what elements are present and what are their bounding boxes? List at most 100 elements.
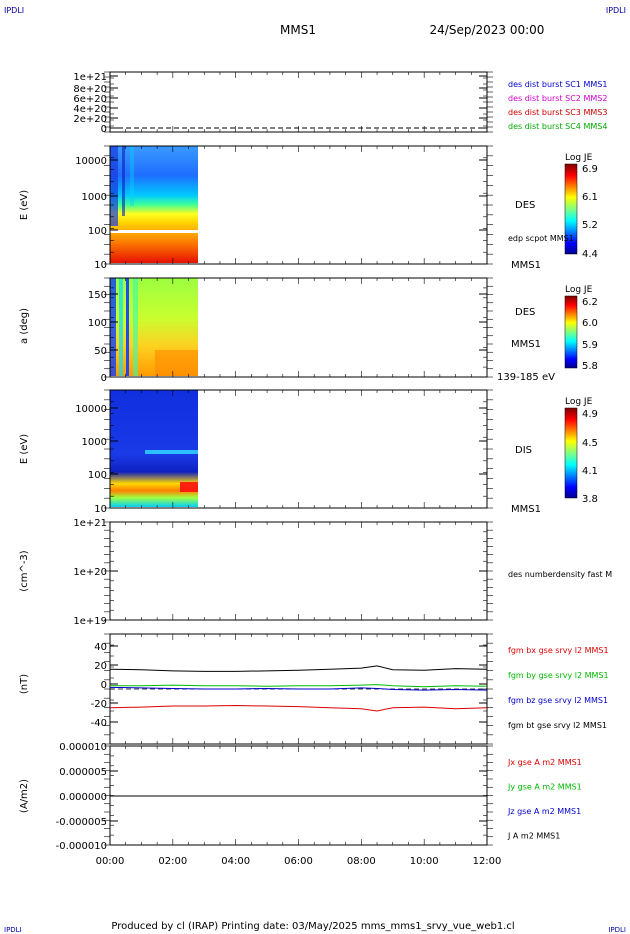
x-tick-label: 00:00 <box>96 856 125 867</box>
y-tick-label: 1000 <box>82 437 107 448</box>
dis-energy-spectrogram <box>110 390 198 507</box>
y-tick-label: 100 <box>88 226 107 237</box>
y-tick-label: 100 <box>88 318 107 329</box>
y-tick-label: 0 <box>101 680 107 691</box>
spacecraft-title: MMS1 <box>280 23 316 37</box>
y-tick-label: 10 <box>94 260 107 271</box>
series-line <box>110 684 487 688</box>
y-tick-label: 1000 <box>82 192 107 203</box>
colorbar-tick-label: 6.0 <box>582 318 598 329</box>
legend-entry: des dist burst SC1 MMS1 <box>508 80 607 89</box>
colorbar-tick-label: 4.4 <box>582 249 598 260</box>
y-tick-label: 0 <box>101 124 107 135</box>
des-pitch-spectrogram <box>110 278 198 376</box>
colorbar-dis-energy: Log JE <box>564 397 593 499</box>
y-tick-label: 10000 <box>75 404 107 415</box>
y-tick-label: 4e+20 <box>73 104 107 115</box>
y-tick-label: -0.000005 <box>56 817 107 828</box>
colorbar-title: Log JE <box>565 153 593 163</box>
corner-label-bottom-left: IPDLI <box>4 926 22 934</box>
y-axis-label: a (deg) <box>19 308 30 344</box>
legend-entry: fgm by gse srvy l2 MMS1 <box>508 671 609 680</box>
y-tick-label: 20 <box>94 661 107 672</box>
legend-entry: fgm bt gse srvy l2 MMS1 <box>508 721 607 730</box>
y-tick-label: -20 <box>91 699 107 710</box>
x-tick-label: 06:00 <box>284 856 313 867</box>
y-tick-label: 8e+20 <box>73 84 107 95</box>
y-tick-label: 0.000000 <box>59 792 107 803</box>
series-line <box>110 686 487 691</box>
y-tick-label: 2e+20 <box>73 114 107 125</box>
date-title: 24/Sep/2023 00:00 <box>430 23 545 37</box>
colorbar-tick-label: 5.8 <box>582 361 598 372</box>
corner-label-top-right: IPDLI <box>606 6 626 15</box>
legend-entry: fgm bx gse srvy l2 MMS1 <box>508 646 609 655</box>
y-tick-label: 40 <box>94 642 107 653</box>
panel-label-sub: MMS1 <box>511 260 541 271</box>
legend-entry: des numberdensity fast M <box>508 570 612 579</box>
y-tick-label: 0 <box>101 373 107 384</box>
y-tick-label: 150 <box>88 290 107 301</box>
y-tick-label: 50 <box>94 346 107 357</box>
colorbar-des-pitch: Log JE <box>564 285 593 369</box>
y-tick-label: 100 <box>88 470 107 481</box>
series-line <box>110 704 487 712</box>
legend-entry: J A m2 MMS1 <box>507 832 560 841</box>
y-tick-label: 6e+20 <box>73 94 107 105</box>
y-axis-label: E (eV) <box>19 190 30 220</box>
colorbar-tick-label: 6.9 <box>582 164 598 175</box>
colorbar-tick-label: 4.5 <box>582 438 598 449</box>
legend-entry: des dist burst SC3 MMS3 <box>508 108 607 117</box>
y-tick-label: 1e+21 <box>73 518 107 529</box>
panel-label-sub: MMS1 <box>511 504 541 515</box>
legend-entry: Jy gse A m2 MMS1 <box>507 783 582 792</box>
colorbar-des-energy: Log JE <box>564 153 593 255</box>
corner-label-top-left: IPDLI <box>4 6 24 15</box>
des-energy-spectrogram <box>110 146 198 263</box>
colorbar-tick-label: 5.9 <box>582 340 598 351</box>
y-tick-label: -40 <box>91 718 107 729</box>
x-tick-label: 10:00 <box>410 856 439 867</box>
panel-label-label: DIS <box>515 445 532 456</box>
colorbar-tick-label: 6.2 <box>582 297 598 308</box>
colorbar-tick-label: 6.1 <box>582 192 598 203</box>
x-tick-label: 12:00 <box>473 856 502 867</box>
y-tick-label: 0.000005 <box>59 767 107 778</box>
colorbar-title: Log JE <box>565 397 593 407</box>
colorbar-tick-label: 4.1 <box>582 466 598 477</box>
panel-label-label: DES <box>515 200 535 211</box>
legend-entry: Jz gse A m2 MMS1 <box>507 807 581 816</box>
legend-entry: Jx gse A m2 MMS1 <box>507 758 582 767</box>
y-axis-label: (cm^-3) <box>19 550 30 591</box>
x-tick-label: 08:00 <box>347 856 376 867</box>
scpot-line <box>110 230 198 233</box>
x-tick-label: 04:00 <box>221 856 250 867</box>
colorbar-tick-label: 4.9 <box>582 409 598 420</box>
panel-label-sub: MMS1 <box>511 339 541 350</box>
colorbar-title: Log JE <box>565 285 593 295</box>
colorbar-tick-label: 3.8 <box>582 494 598 505</box>
legend-entry: des dist burst SC2 MMS2 <box>508 94 607 103</box>
panel-label-label: DES <box>515 307 535 318</box>
corner-label-bottom-right: IPDLI <box>608 926 626 934</box>
colorbar-tick-label: 5.2 <box>582 220 598 231</box>
y-tick-label: 10000 <box>75 156 107 167</box>
panel-label-extra: edp scpot MMS1 <box>508 234 574 243</box>
y-tick-label: 1e+21 <box>73 72 107 83</box>
series-line <box>110 665 487 672</box>
y-axis-label: (nT) <box>19 674 30 694</box>
y-tick-label: 1e+20 <box>73 567 107 578</box>
x-tick-label: 02:00 <box>158 856 187 867</box>
y-tick-label: 0.000010 <box>59 742 107 753</box>
panel-label-extra: 139-185 eV <box>497 372 555 383</box>
y-tick-label: 10 <box>94 504 107 515</box>
legend-entry: fgm bz gse srvy l2 MMS1 <box>508 696 608 705</box>
footer-text: Produced by cl (IRAP) Printing date: 03/… <box>111 921 514 932</box>
y-tick-label: -0.000010 <box>56 841 107 852</box>
y-tick-label: 1e+19 <box>73 616 107 627</box>
legend-entry: des dist burst SC4 MMS4 <box>508 122 607 131</box>
panel-frame-dist <box>109 71 488 133</box>
y-axis-label: E (eV) <box>19 434 30 464</box>
y-axis-label: (A/m2) <box>19 779 30 813</box>
